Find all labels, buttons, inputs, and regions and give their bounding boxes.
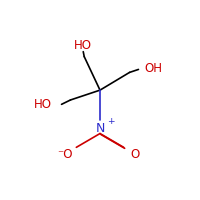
Text: HO: HO bbox=[74, 39, 92, 52]
Text: +: + bbox=[107, 117, 114, 126]
Text: HO: HO bbox=[34, 98, 52, 111]
Text: OH: OH bbox=[144, 62, 162, 75]
Text: N: N bbox=[95, 122, 105, 135]
Text: O: O bbox=[130, 148, 139, 161]
Text: ⁻O: ⁻O bbox=[57, 148, 72, 161]
